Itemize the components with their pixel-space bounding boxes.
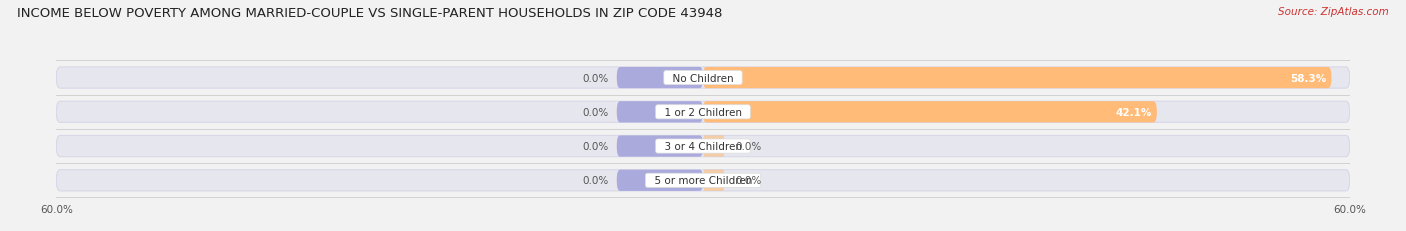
Text: 42.1%: 42.1% bbox=[1115, 107, 1152, 117]
FancyBboxPatch shape bbox=[617, 170, 703, 191]
Text: 3 or 4 Children: 3 or 4 Children bbox=[658, 141, 748, 151]
Text: INCOME BELOW POVERTY AMONG MARRIED-COUPLE VS SINGLE-PARENT HOUSEHOLDS IN ZIP COD: INCOME BELOW POVERTY AMONG MARRIED-COUPL… bbox=[17, 7, 723, 20]
Text: 58.3%: 58.3% bbox=[1289, 73, 1326, 83]
FancyBboxPatch shape bbox=[617, 136, 703, 157]
Text: 0.0%: 0.0% bbox=[582, 73, 609, 83]
FancyBboxPatch shape bbox=[56, 136, 1350, 157]
FancyBboxPatch shape bbox=[617, 68, 703, 89]
FancyBboxPatch shape bbox=[703, 170, 724, 191]
FancyBboxPatch shape bbox=[56, 170, 1350, 191]
Text: 0.0%: 0.0% bbox=[735, 141, 762, 151]
Text: 1 or 2 Children: 1 or 2 Children bbox=[658, 107, 748, 117]
Text: 0.0%: 0.0% bbox=[735, 176, 762, 185]
Text: No Children: No Children bbox=[666, 73, 740, 83]
FancyBboxPatch shape bbox=[703, 102, 1157, 123]
FancyBboxPatch shape bbox=[56, 68, 1350, 89]
Text: Source: ZipAtlas.com: Source: ZipAtlas.com bbox=[1278, 7, 1389, 17]
Text: 0.0%: 0.0% bbox=[582, 176, 609, 185]
FancyBboxPatch shape bbox=[617, 102, 703, 123]
Text: 0.0%: 0.0% bbox=[582, 141, 609, 151]
Text: 0.0%: 0.0% bbox=[582, 107, 609, 117]
FancyBboxPatch shape bbox=[703, 136, 724, 157]
FancyBboxPatch shape bbox=[56, 102, 1350, 123]
Text: 5 or more Children: 5 or more Children bbox=[648, 176, 758, 185]
FancyBboxPatch shape bbox=[703, 68, 1331, 89]
